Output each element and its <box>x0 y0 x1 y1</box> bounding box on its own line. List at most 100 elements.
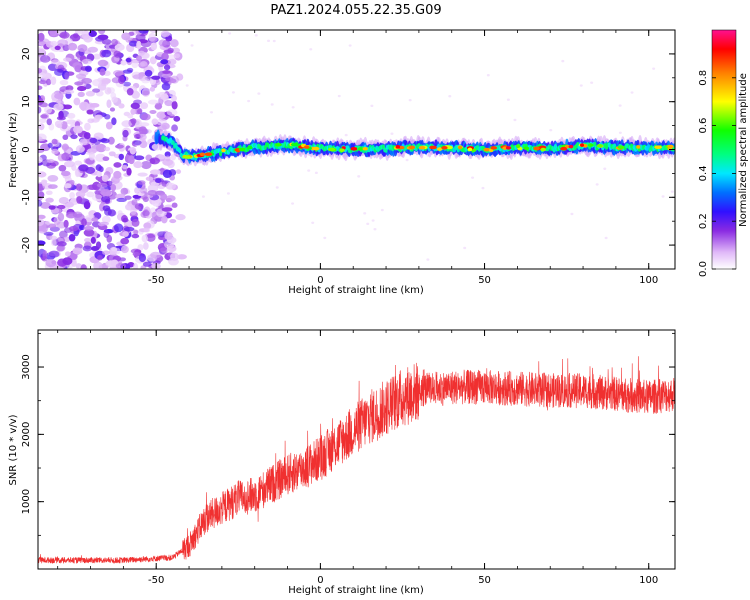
spectrogram-noise-cell <box>50 76 57 85</box>
spectrogram-signal-peak <box>579 143 585 147</box>
spectrogram-noise-cell <box>171 202 178 208</box>
colorbar-tick-label: 0.4 <box>698 165 709 181</box>
spectrogram-noise-cell <box>113 223 124 233</box>
spectrogram-noise-cell <box>141 78 150 84</box>
spectrogram-noise-cell <box>63 89 75 95</box>
spectrogram-noise-cell <box>91 217 99 222</box>
spectrogram-noise-cell <box>94 190 102 195</box>
spectrogram-noise-cell <box>45 197 54 203</box>
spectrogram-noise-cell <box>164 99 174 107</box>
spectrogram-signal-peak <box>418 145 426 150</box>
spectrogram-noise-cell <box>56 245 65 252</box>
spectrogram-noise-cell <box>121 164 128 170</box>
spectrogram-noise-cell <box>125 57 132 63</box>
spectrogram-noise-cell <box>149 56 157 65</box>
spectrogram-noise-cell <box>38 85 43 90</box>
spectrogram-noise-cell <box>175 214 186 221</box>
spectrogram-noise-cell <box>126 87 134 96</box>
spectrogram-signal-core <box>178 148 182 154</box>
spectrogram-noise-cell <box>150 251 162 259</box>
spectrogram-signal-peak <box>667 144 674 149</box>
spectrogram-noise-cell <box>98 166 104 173</box>
spectrogram-noise-cell <box>147 190 158 196</box>
spectrogram-noise-cell <box>118 153 124 161</box>
spectrogram-noise-cell <box>72 211 83 218</box>
spectrogram-noise-cell <box>506 98 510 101</box>
snr-ticks: -50 0 50 100 1000 2000 3000 <box>21 330 675 586</box>
spectrogram-noise-cell <box>62 134 69 140</box>
spectrogram-noise-cell <box>149 109 157 114</box>
spectrogram-noise-cell <box>161 215 168 224</box>
colorbar-tick-label: 0.8 <box>698 70 709 86</box>
spectrogram-noise-cell <box>162 169 172 179</box>
spectrogram-noise-cell <box>121 120 133 128</box>
spectrogram-noise-cell <box>122 81 132 87</box>
snr-xtick-label: 100 <box>639 575 658 586</box>
spectrogram-noise-cell <box>168 58 177 65</box>
spectrogram-noise-cell <box>267 39 271 43</box>
spectrogram-signal-peak <box>587 143 594 147</box>
spectrogram-noise-cell <box>247 99 251 103</box>
spectrogram-noise-cell <box>618 131 622 135</box>
spectrogram-noise-cell <box>149 157 160 165</box>
snr-frame <box>37 329 676 570</box>
spectrogram-noise-cell <box>405 158 409 162</box>
spectrogram-noise-cell <box>138 126 148 135</box>
spectrogram-noise-cell <box>87 46 99 53</box>
spectrogram-noise-cell <box>275 186 279 189</box>
spectrogram-noise-cell <box>80 264 87 269</box>
spectrogram-noise-cell <box>171 124 178 132</box>
spectrogram-signal-peak <box>596 144 603 148</box>
spectrogram-noise-cell <box>97 254 103 261</box>
spectrogram-noise-cell <box>115 193 126 200</box>
spectrogram-ytick-label: -10 <box>21 189 32 205</box>
spectrogram-noise-cell <box>81 30 90 40</box>
colorbar-gradient <box>711 29 737 270</box>
spectrogram-noise-cell <box>171 100 178 110</box>
spectrogram-noise-cell <box>64 251 71 257</box>
spectrogram-noise-cell <box>123 111 131 117</box>
spectrogram-noise-cell <box>162 69 171 75</box>
spectrogram-noise-cell <box>323 236 327 240</box>
spectrogram-noise-cell <box>52 208 62 214</box>
spectrogram-signal-peak <box>275 142 282 147</box>
spectrogram-noise-cell <box>75 145 85 154</box>
spectrogram-noise-cell <box>138 253 147 263</box>
spectrogram-noise-cell <box>150 42 158 51</box>
spectrogram-noise-cell <box>185 84 189 87</box>
spectrogram-noise-cell <box>98 264 109 269</box>
spectrogram-noise-cell <box>58 197 69 204</box>
spectrogram-noise-cell <box>131 59 139 69</box>
spectrogram-noise-cell <box>154 102 162 110</box>
spectrogram-signal-peak <box>458 145 463 150</box>
spectrogram-noise-cell <box>344 133 348 137</box>
spectrogram-noise-cell <box>54 93 64 100</box>
spectrogram-noise-cell <box>76 196 83 204</box>
spectrogram-noise-cell <box>155 178 162 184</box>
spectrogram-signal-peak <box>350 147 358 151</box>
spectrogram-noise-cell <box>133 229 139 236</box>
spectrogram-noise-cell <box>77 44 88 53</box>
spectrogram-noise-cell <box>133 155 145 161</box>
spectrogram-noise-cell <box>140 40 152 48</box>
spectrogram-noise-cell <box>170 153 177 161</box>
spectrogram-noise-cell <box>56 123 63 129</box>
spectrogram-noise-cell <box>38 190 45 199</box>
spectrogram-noise-cell <box>47 142 53 149</box>
spectrogram-noise-cell <box>61 143 69 151</box>
spectrogram-noise-cell <box>138 72 146 77</box>
spectrogram-noise-cell <box>143 227 151 233</box>
spectrogram-ytick-label: 0 <box>21 146 32 152</box>
spectrogram-noise-cell <box>51 238 57 247</box>
spectrogram-noise-cell <box>40 55 51 63</box>
spectrogram-signal-peak <box>467 147 473 152</box>
spectrogram-signal-peak <box>204 152 213 156</box>
colorbar-tick-label: 0.0 <box>698 261 709 277</box>
spectrogram-noise-cell <box>126 67 134 73</box>
spectrogram-noise-cell <box>161 73 172 79</box>
spectrogram-signal-peak <box>533 146 540 151</box>
spectrogram-noise-cell <box>38 79 47 85</box>
spectrogram-panel: -50 0 50 100 -20 -10 0 10 20 Height of straight … <box>8 29 676 296</box>
spectrogram-signal-peak <box>238 147 246 152</box>
snr-ylabel: SNR (10 * v/v) <box>8 414 19 485</box>
